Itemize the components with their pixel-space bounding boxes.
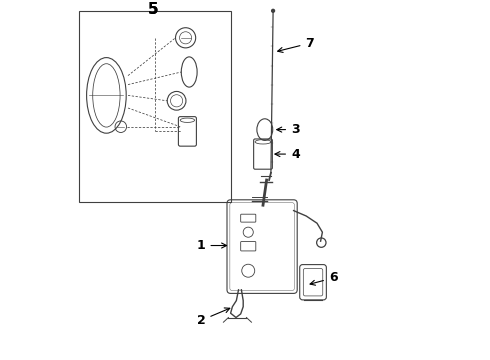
Text: 6: 6 [310,271,338,285]
Ellipse shape [271,9,274,12]
Text: 5: 5 [148,1,158,17]
Text: 5: 5 [148,1,158,17]
Text: 1: 1 [196,239,226,252]
Text: 4: 4 [275,148,300,161]
Text: 3: 3 [277,123,300,136]
Text: 2: 2 [196,308,230,327]
Text: 7: 7 [278,37,314,53]
